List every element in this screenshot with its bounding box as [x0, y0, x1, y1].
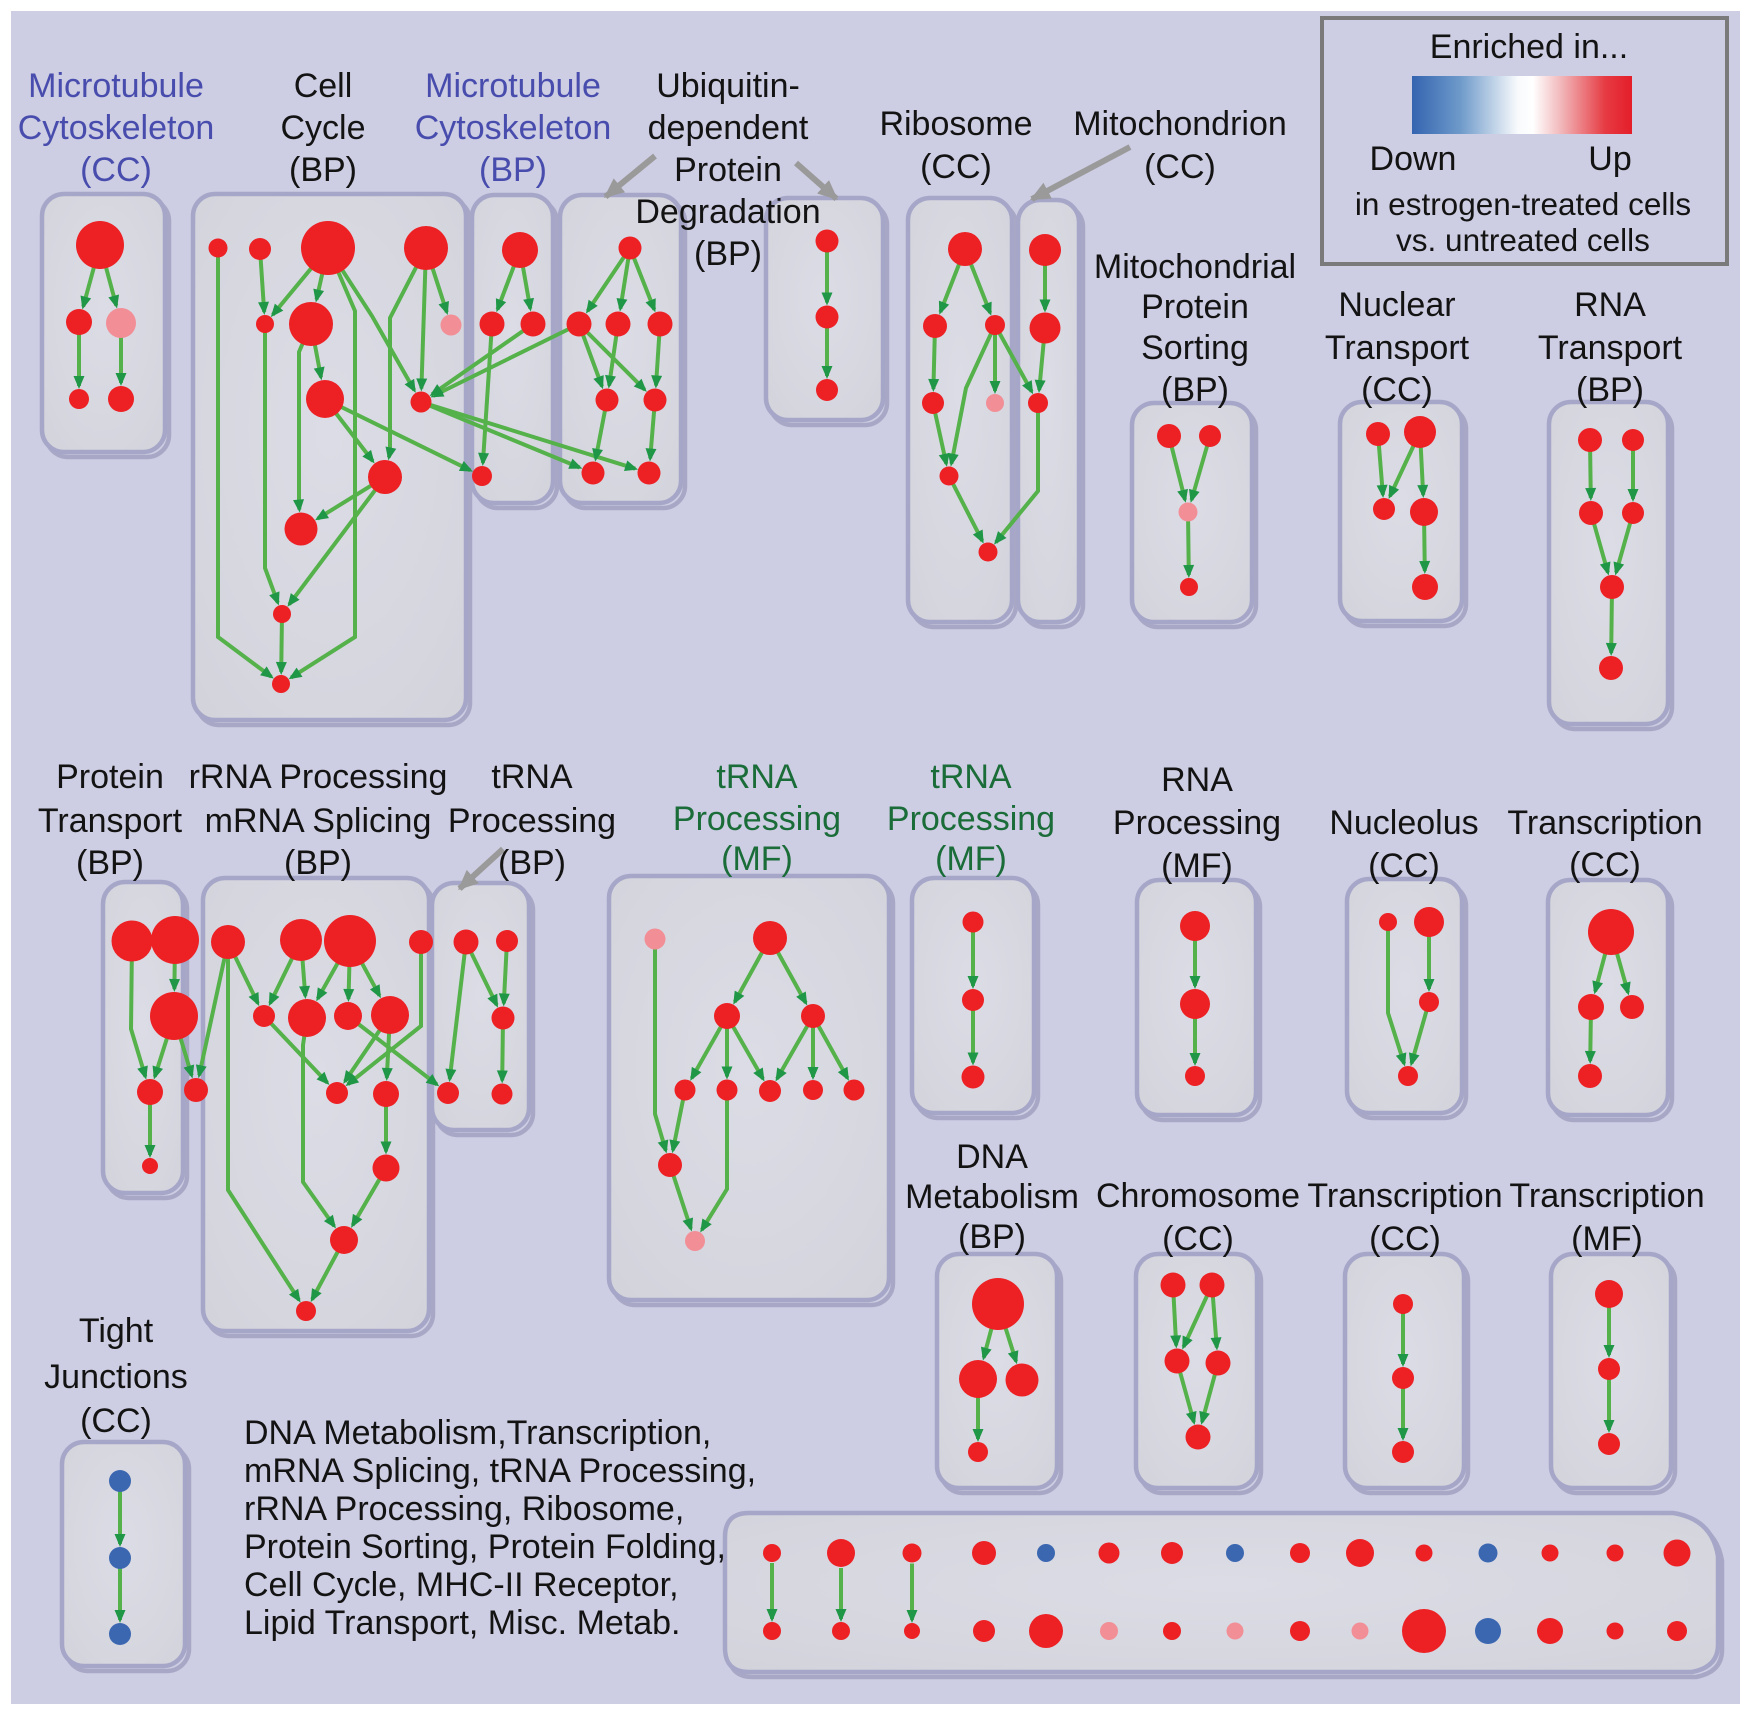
- svg-text:Protein: Protein: [1141, 288, 1249, 326]
- svg-text:mRNA Splicing: mRNA Splicing: [205, 802, 432, 840]
- svg-text:Down: Down: [1370, 140, 1457, 178]
- svg-text:Ubiquitin-: Ubiquitin-: [656, 67, 800, 105]
- svg-text:Cycle: Cycle: [280, 109, 365, 147]
- svg-text:Protein: Protein: [56, 758, 164, 796]
- svg-text:Cytoskeleton: Cytoskeleton: [18, 109, 215, 147]
- svg-text:vs. untreated cells: vs. untreated cells: [1396, 222, 1650, 258]
- svg-text:Transcription: Transcription: [1307, 1177, 1502, 1215]
- svg-text:(BP): (BP): [289, 151, 357, 189]
- svg-text:Transport: Transport: [1538, 329, 1683, 367]
- svg-text:rRNA Processing: rRNA Processing: [189, 758, 448, 796]
- svg-text:Nuclear: Nuclear: [1338, 286, 1455, 324]
- svg-text:(CC): (CC): [920, 148, 992, 186]
- svg-text:in estrogen-treated cells: in estrogen-treated cells: [1355, 186, 1691, 222]
- svg-text:Cell Cycle, MHC-II Receptor,: Cell Cycle, MHC-II Receptor,: [244, 1566, 679, 1604]
- svg-text:(CC): (CC): [80, 1402, 152, 1440]
- svg-text:Microtubule: Microtubule: [425, 67, 601, 105]
- svg-text:Mitochondrion: Mitochondrion: [1073, 105, 1287, 143]
- svg-text:RNA: RNA: [1574, 286, 1646, 324]
- svg-text:Ribosome: Ribosome: [879, 105, 1032, 143]
- svg-text:Protein Sorting, Protein Foldi: Protein Sorting, Protein Folding,: [244, 1528, 726, 1566]
- svg-text:(BP): (BP): [958, 1218, 1026, 1256]
- svg-text:(CC): (CC): [80, 151, 152, 189]
- svg-text:mRNA Splicing, tRNA Processing: mRNA Splicing, tRNA Processing,: [244, 1452, 756, 1490]
- svg-text:rRNA Processing, Ribosome,: rRNA Processing, Ribosome,: [244, 1490, 684, 1528]
- svg-text:Transport: Transport: [38, 802, 183, 840]
- svg-text:Enriched in...: Enriched in...: [1430, 28, 1628, 66]
- svg-text:Up: Up: [1588, 140, 1631, 178]
- svg-text:DNA Metabolism,Transcription,: DNA Metabolism,Transcription,: [244, 1414, 711, 1452]
- svg-text:Cytoskeleton: Cytoskeleton: [415, 109, 612, 147]
- svg-text:Sorting: Sorting: [1141, 329, 1249, 367]
- svg-text:Lipid Transport, Misc. Metab.: Lipid Transport, Misc. Metab.: [244, 1604, 681, 1642]
- svg-text:(MF): (MF): [721, 840, 793, 878]
- svg-text:(CC): (CC): [1361, 371, 1433, 409]
- svg-text:(BP): (BP): [498, 844, 566, 882]
- svg-text:Tight: Tight: [79, 1312, 154, 1350]
- svg-text:(CC): (CC): [1369, 1220, 1441, 1258]
- svg-text:(BP): (BP): [1161, 371, 1229, 409]
- svg-text:Metabolism: Metabolism: [905, 1178, 1079, 1216]
- svg-text:(BP): (BP): [694, 235, 762, 273]
- svg-text:Transcription: Transcription: [1507, 804, 1702, 842]
- svg-text:tRNA: tRNA: [491, 758, 573, 796]
- svg-text:(CC): (CC): [1144, 148, 1216, 186]
- svg-text:Cell: Cell: [294, 67, 353, 105]
- svg-text:dependent: dependent: [648, 109, 809, 147]
- svg-text:Transcription: Transcription: [1509, 1177, 1704, 1215]
- svg-text:(BP): (BP): [479, 151, 547, 189]
- svg-text:Chromosome: Chromosome: [1096, 1177, 1300, 1215]
- svg-text:Transport: Transport: [1325, 329, 1470, 367]
- svg-text:(BP): (BP): [76, 844, 144, 882]
- svg-text:Processing: Processing: [448, 802, 616, 840]
- svg-text:Processing: Processing: [1113, 804, 1281, 842]
- svg-text:(CC): (CC): [1368, 847, 1440, 885]
- svg-text:(CC): (CC): [1569, 846, 1641, 884]
- svg-text:RNA: RNA: [1161, 761, 1233, 799]
- svg-text:Junctions: Junctions: [44, 1358, 188, 1396]
- svg-text:(MF): (MF): [935, 840, 1007, 878]
- svg-text:(CC): (CC): [1162, 1220, 1234, 1258]
- svg-text:(BP): (BP): [1576, 371, 1644, 409]
- svg-text:DNA: DNA: [956, 1138, 1028, 1176]
- svg-text:Processing: Processing: [887, 800, 1055, 838]
- svg-text:Processing: Processing: [673, 800, 841, 838]
- svg-text:Protein: Protein: [674, 151, 782, 189]
- svg-text:Mitochondrial: Mitochondrial: [1094, 248, 1296, 286]
- svg-text:(MF): (MF): [1161, 847, 1233, 885]
- svg-text:Nucleolus: Nucleolus: [1329, 804, 1478, 842]
- svg-text:(BP): (BP): [284, 844, 352, 882]
- svg-text:Degradation: Degradation: [635, 193, 820, 231]
- svg-text:Microtubule: Microtubule: [28, 67, 204, 105]
- svg-text:(MF): (MF): [1571, 1220, 1643, 1258]
- svg-text:tRNA: tRNA: [716, 758, 798, 796]
- svg-text:tRNA: tRNA: [930, 758, 1012, 796]
